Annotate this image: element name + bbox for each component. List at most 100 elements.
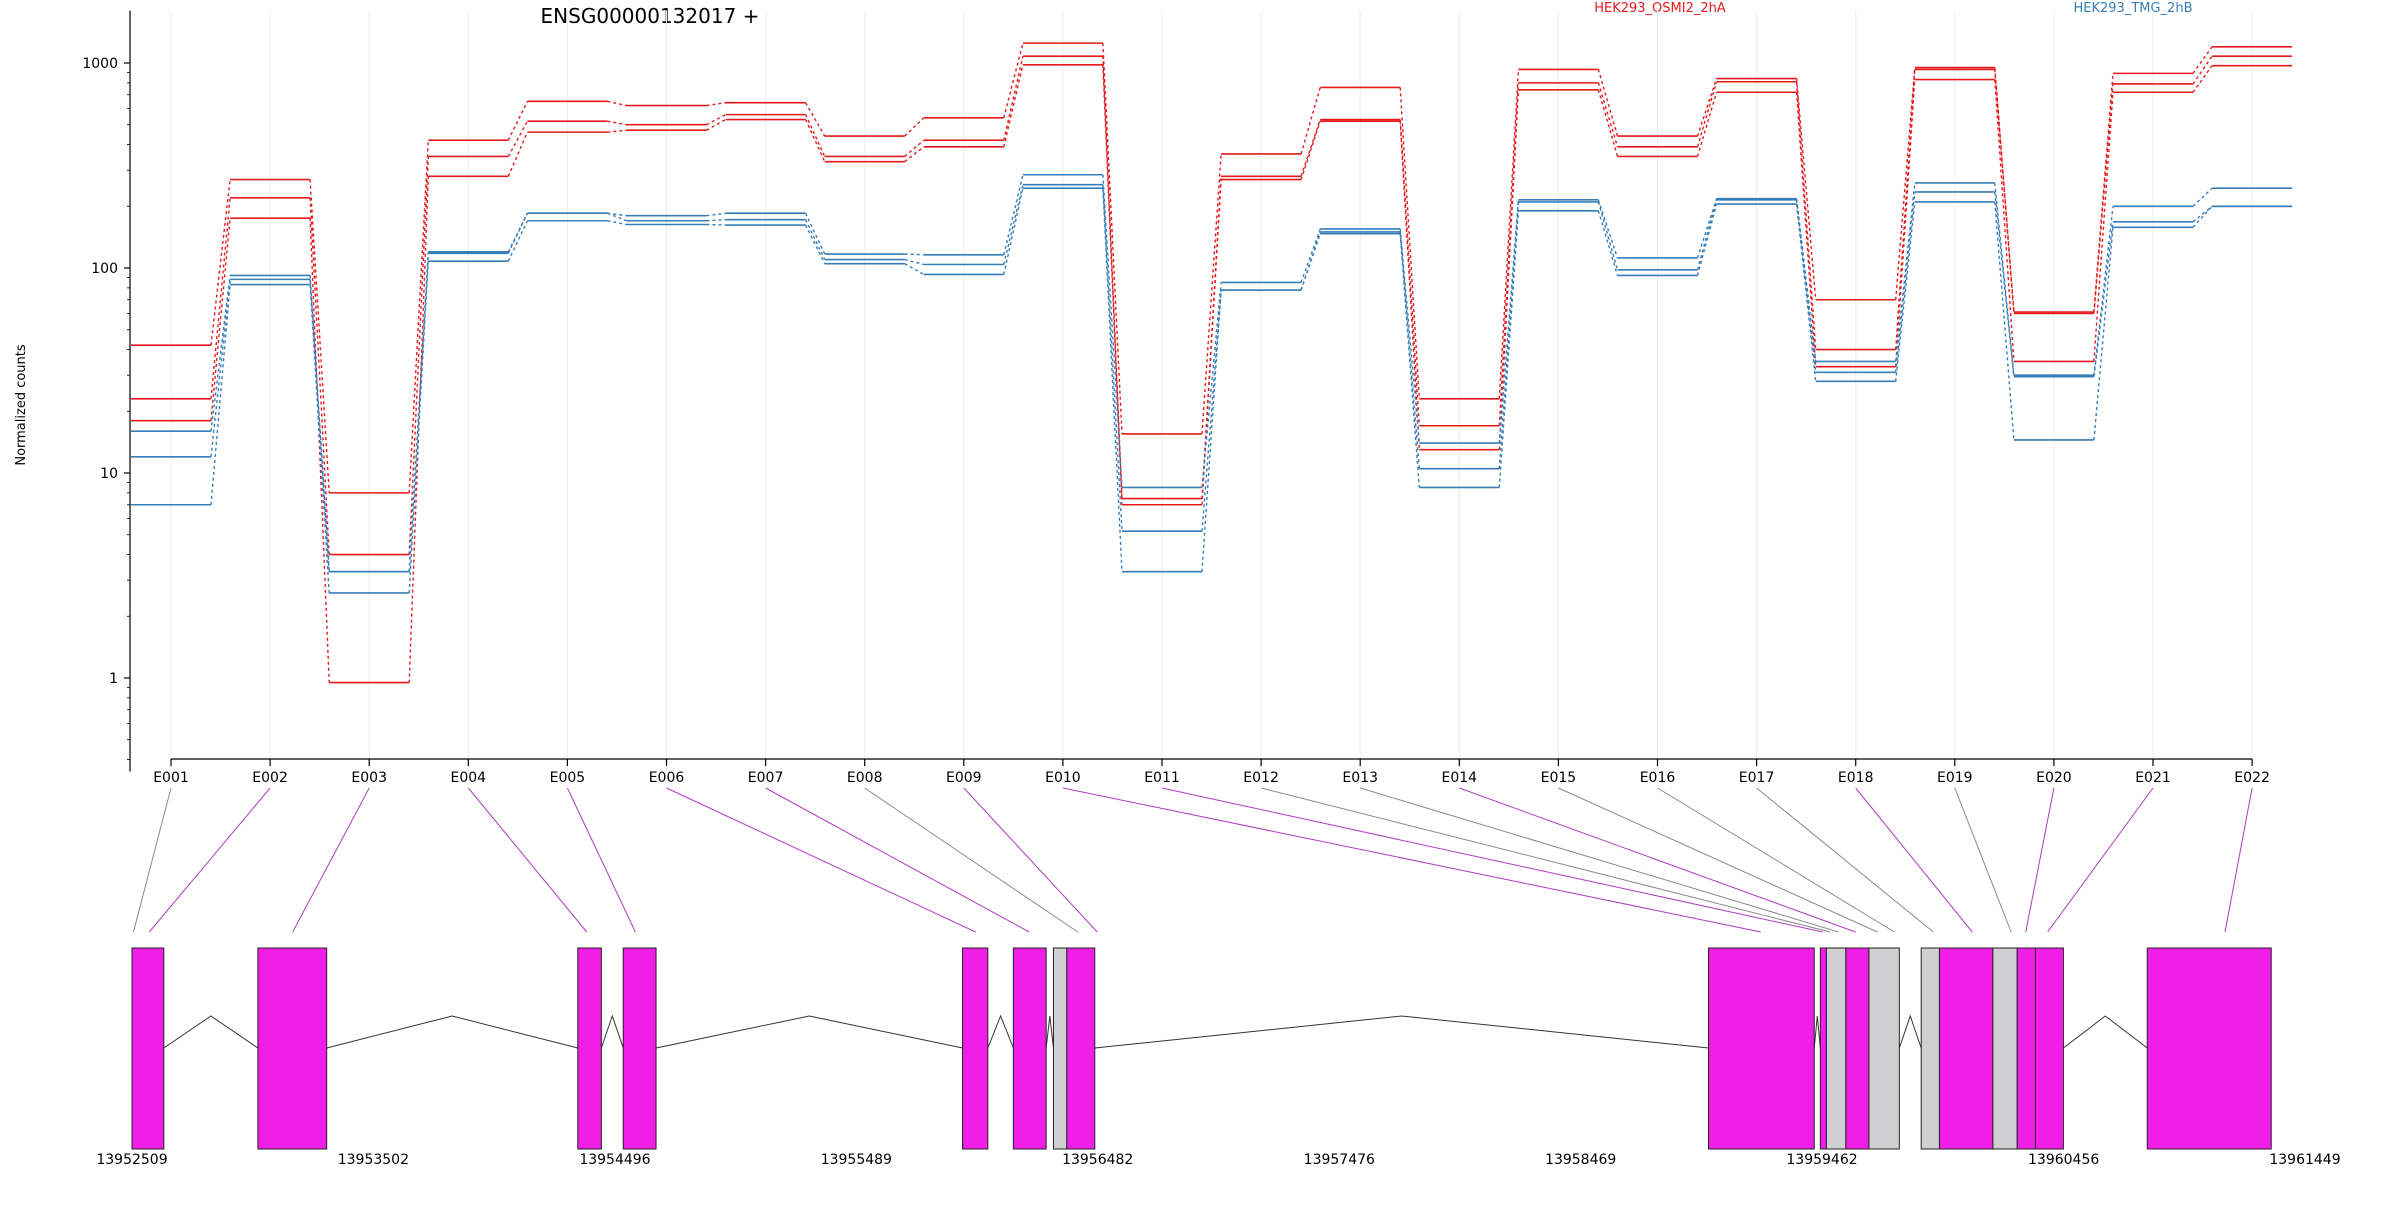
- transition-line: [1994, 182, 2015, 376]
- x-tick-label-e021: E021: [2135, 770, 2171, 786]
- exon-box-e003: [577, 947, 602, 1150]
- transition-line: [210, 284, 231, 505]
- gene-model: [131, 947, 2272, 1150]
- transition-line: [1994, 201, 2015, 440]
- x-tick-label-e015: E015: [1541, 770, 1577, 786]
- legend-entry-osmi2: HEK293_OSMI2_2hA: [1594, 1, 1726, 16]
- transition-line: [507, 120, 529, 157]
- transition-line: [1498, 82, 1520, 426]
- transition-line: [1696, 92, 1718, 157]
- x-tick-label-e010: E010: [1045, 770, 1081, 786]
- transition-line: [706, 223, 726, 226]
- intron-line: [655, 1015, 963, 1049]
- transition-line: [1300, 119, 1321, 177]
- x-tick-label-e020: E020: [2036, 770, 2072, 786]
- transition-line: [210, 179, 231, 346]
- x-tick-label-e001: E001: [153, 770, 189, 786]
- transition-line: [309, 179, 330, 493]
- exon-box-e008: [1066, 947, 1096, 1150]
- transition-line: [1003, 42, 1024, 119]
- transition-line: [408, 156, 429, 555]
- vertical-gridlines: [170, 10, 2253, 772]
- x-tick-label-e009: E009: [946, 770, 982, 786]
- exon-box-e004: [622, 947, 657, 1150]
- genomic-coordinate-label: 13960456: [2028, 1152, 2099, 1168]
- series-0: [131, 42, 2293, 494]
- genomic-coordinate-label: 13956482: [1062, 1152, 1133, 1168]
- series-2: [131, 63, 2293, 684]
- transition-line: [1795, 78, 1817, 300]
- transition-line: [607, 100, 627, 107]
- transition-line: [904, 139, 925, 157]
- transition-line: [1597, 199, 1619, 259]
- transition-line: [2093, 83, 2114, 314]
- intron-line: [163, 1015, 259, 1049]
- transition-line: [804, 212, 826, 255]
- connector-e022: [2224, 787, 2253, 933]
- connector-e005: [566, 787, 636, 933]
- transition-line: [1102, 188, 1123, 572]
- exon-box-e001: [131, 947, 165, 1150]
- intron-line: [1094, 1015, 1709, 1049]
- transition-line: [1994, 79, 2015, 362]
- transition-line: [607, 220, 627, 226]
- genomic-coordinate-label: 13959462: [1786, 1152, 1857, 1168]
- exon-box-e007: [1052, 947, 1068, 1150]
- x-tick-label-e007: E007: [748, 770, 784, 786]
- transition-line: [1201, 290, 1222, 532]
- transition-line: [1003, 184, 1024, 265]
- series-5: [131, 187, 2293, 594]
- genomic-coordinate-label: 13952509: [96, 1152, 167, 1168]
- transition-line: [1102, 43, 1123, 435]
- transition-line: [904, 258, 924, 266]
- transition-line: [1399, 121, 1420, 450]
- transition-line: [1597, 69, 1619, 137]
- transition-line: [1498, 201, 1520, 469]
- transition-line: [1994, 69, 2015, 314]
- connector-e012: [1260, 787, 1831, 933]
- x-tick-label-e006: E006: [649, 770, 685, 786]
- transition-line: [2192, 46, 2213, 74]
- exon-box-e006: [1012, 947, 1047, 1150]
- series-1: [131, 55, 2293, 556]
- genomic-coordinate-label: 13961449: [2269, 1152, 2340, 1168]
- transition-line: [2192, 65, 2213, 93]
- connector-e013: [1360, 787, 1839, 933]
- exon-box-e011: [1825, 947, 1847, 1150]
- genomic-coordinate-label: 13954496: [579, 1152, 650, 1168]
- transition-line: [1696, 203, 1718, 276]
- x-tick-label-e012: E012: [1243, 770, 1279, 786]
- exon-box-e010: [1819, 947, 1827, 1150]
- y-tick-label: 1: [109, 671, 118, 687]
- transition-line: [804, 102, 826, 137]
- x-tick-label-e013: E013: [1342, 770, 1378, 786]
- transition-line: [1102, 64, 1123, 505]
- transition-line: [1994, 191, 2015, 377]
- transition-line: [1597, 201, 1619, 270]
- transition-line: [1498, 210, 1520, 488]
- transition-line: [804, 224, 826, 264]
- transition-line: [1498, 89, 1520, 450]
- intron-line: [1813, 1015, 1821, 1049]
- connector-e004: [467, 787, 588, 933]
- transition-line: [1696, 78, 1718, 137]
- transition-line: [904, 117, 925, 137]
- transition-line: [1696, 199, 1718, 270]
- exon-box-e015: [1938, 947, 1994, 1150]
- transition-line: [706, 212, 726, 217]
- x-tick-label-e014: E014: [1442, 770, 1478, 786]
- transition-line: [1300, 121, 1321, 180]
- connector-e002: [148, 787, 271, 933]
- transition-line: [706, 114, 726, 126]
- transition-line: [2093, 73, 2114, 313]
- transition-line: [210, 275, 231, 432]
- transition-line: [607, 129, 627, 133]
- connector-e006: [666, 787, 976, 933]
- exon-box-e017: [2016, 947, 2036, 1150]
- exon-box-e002: [257, 947, 328, 1150]
- connector-e021: [2047, 787, 2154, 933]
- intron-line: [987, 1014, 1014, 1049]
- genomic-coordinate-label: 13953502: [338, 1152, 409, 1168]
- transition-line: [2093, 206, 2114, 376]
- transition-line: [706, 102, 726, 107]
